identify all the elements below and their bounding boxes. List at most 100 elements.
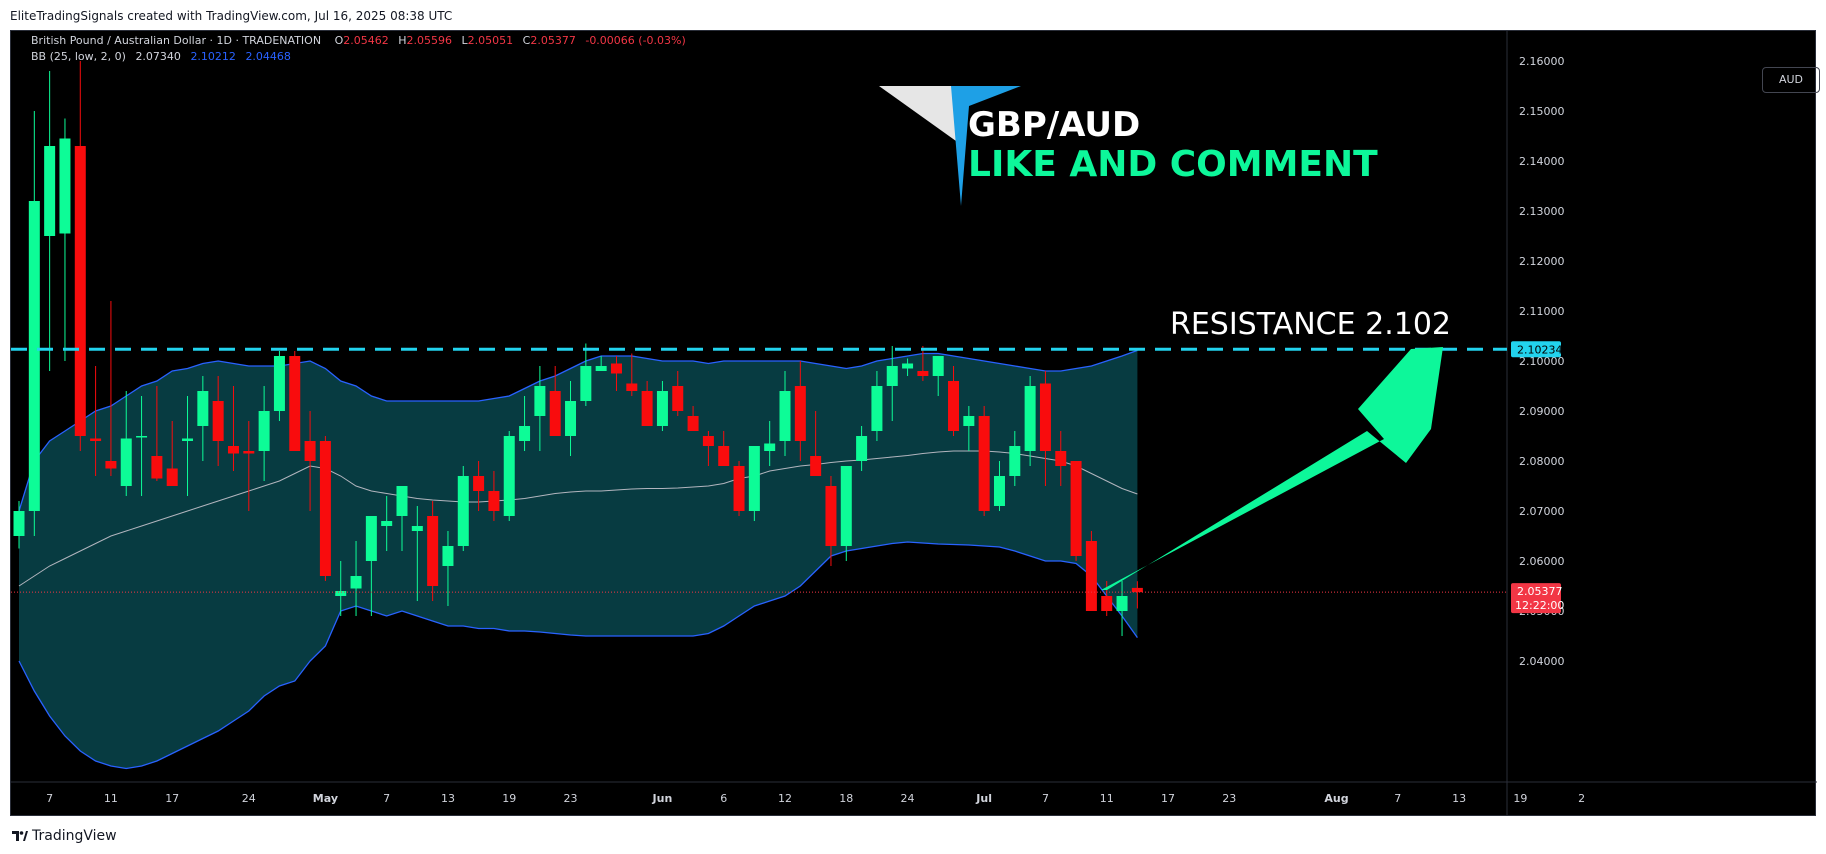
- resistance-price-label: 2.10234: [1517, 343, 1563, 356]
- x-tick-label: 17: [165, 792, 179, 805]
- candle-body: [549, 391, 561, 436]
- candle-body: [963, 416, 975, 426]
- y-tick-label: 2.14000: [1519, 155, 1565, 168]
- candle-body: [396, 486, 408, 516]
- candle-body: [687, 416, 699, 431]
- candle-body: [610, 363, 622, 374]
- bollinger-band-fill: [19, 350, 1138, 769]
- y-tick-label: 2.07000: [1519, 505, 1565, 518]
- candle-body: [702, 436, 714, 446]
- candle-body: [1070, 461, 1082, 556]
- x-tick-label: Aug: [1324, 792, 1348, 805]
- x-tick-label: 7: [46, 792, 53, 805]
- candle-body: [718, 446, 730, 466]
- bollinger-lower-line: [18, 541, 1138, 770]
- x-tick-label: 7: [1394, 792, 1401, 805]
- price-chart[interactable]: 2.040002.050002.060002.070002.080002.090…: [11, 31, 1817, 817]
- y-tick-label: 2.08000: [1519, 455, 1565, 468]
- candle-body: [411, 526, 423, 531]
- candle-body: [656, 391, 668, 426]
- x-tick-label: 11: [1100, 792, 1114, 805]
- attribution-bar: EliteTradingSignals created with Trading…: [0, 0, 1826, 30]
- candle-body: [565, 401, 577, 436]
- legend-symbol: British Pound / Australian Dollar · 1D ·…: [31, 34, 322, 47]
- candle-body: [810, 456, 822, 476]
- candle-body: [166, 468, 178, 486]
- candle-body: [886, 366, 898, 386]
- candle-body: [917, 371, 929, 376]
- candle-body: [993, 476, 1005, 506]
- legend-bb-lower: 2.04468: [245, 50, 291, 63]
- y-tick-label: 2.11000: [1519, 305, 1565, 318]
- footer-bar: TradingView: [0, 816, 1826, 854]
- candle-body: [902, 363, 914, 369]
- resistance-annotation: RESISTANCE 2.102: [1170, 307, 1451, 342]
- currency-button[interactable]: AUD: [1762, 67, 1820, 93]
- x-tick-label: 24: [901, 792, 915, 805]
- candle-body: [335, 591, 347, 596]
- x-tick-label: Jun: [652, 792, 673, 805]
- candle-body: [641, 391, 653, 426]
- logo-white-wedge: [879, 86, 961, 141]
- legend-change: -0.00066 (-0.03%): [585, 34, 686, 47]
- candle-body: [243, 451, 255, 454]
- candle-body: [1039, 383, 1051, 451]
- attribution-text: EliteTradingSignals created with Trading…: [10, 9, 453, 23]
- candle-body: [948, 381, 960, 431]
- candle-body: [304, 441, 316, 461]
- candle-body: [794, 386, 806, 441]
- legend-l-label: L: [461, 34, 468, 47]
- candle-body: [227, 446, 239, 454]
- last-price-label: 2.05377: [1517, 585, 1563, 598]
- overlay-pair-label: GBP/AUD: [968, 105, 1140, 145]
- candle-body: [672, 386, 684, 411]
- x-tick-label: May: [313, 792, 338, 805]
- candle-body: [534, 386, 546, 416]
- candle-body: [120, 438, 132, 486]
- candle-body: [28, 201, 40, 511]
- candle-body: [59, 138, 71, 234]
- y-tick-label: 2.16000: [1519, 55, 1565, 68]
- candle-body: [764, 443, 776, 451]
- x-tick-label: 13: [1452, 792, 1466, 805]
- candle-body: [258, 411, 270, 451]
- candle-body: [212, 401, 224, 441]
- x-tick-label: 19: [502, 792, 516, 805]
- candle-body: [350, 576, 362, 589]
- x-tick-label: 12: [778, 792, 792, 805]
- chart-frame[interactable]: 2.040002.050002.060002.070002.080002.090…: [10, 30, 1820, 817]
- candle-body: [1116, 596, 1128, 611]
- y-tick-label: 2.15000: [1519, 105, 1565, 118]
- candle-body: [74, 146, 86, 436]
- candle-body: [1101, 596, 1113, 611]
- candle-body: [44, 146, 56, 236]
- tradingview-brand-text: TradingView: [32, 828, 117, 844]
- candle-body: [733, 466, 745, 511]
- candle-body: [825, 486, 837, 546]
- candle-body: [289, 356, 301, 451]
- countdown-label: 12:22:00: [1515, 599, 1564, 612]
- candle-body: [1009, 446, 1021, 476]
- legend-open: 2.05462: [343, 34, 389, 47]
- x-tick-label: 23: [564, 792, 578, 805]
- legend-bb-label: BB (25, low, 2, 0): [31, 50, 126, 63]
- candle-body: [90, 438, 102, 441]
- candle-body: [442, 546, 454, 566]
- candle-body: [871, 386, 883, 431]
- bollinger-upper-line: [18, 349, 1138, 512]
- candle-body: [932, 356, 944, 376]
- x-tick-label: 19: [1513, 792, 1527, 805]
- candle-body: [1085, 541, 1097, 611]
- candle-body: [840, 466, 852, 546]
- y-tick-label: 2.04000: [1519, 655, 1565, 668]
- resistance-price-tag: [1511, 341, 1561, 358]
- tradingview-logo[interactable]: TradingView: [12, 828, 117, 844]
- x-tick-label: 18: [839, 792, 853, 805]
- candle-body: [488, 491, 500, 511]
- legend-low: 2.05051: [467, 34, 514, 47]
- y-tick-label: 2.13000: [1519, 205, 1565, 218]
- legend-bb-basis: 2.07340: [135, 50, 181, 63]
- candle-body: [13, 511, 25, 536]
- x-tick-label: 2: [1578, 792, 1585, 805]
- x-tick-label: 17: [1161, 792, 1175, 805]
